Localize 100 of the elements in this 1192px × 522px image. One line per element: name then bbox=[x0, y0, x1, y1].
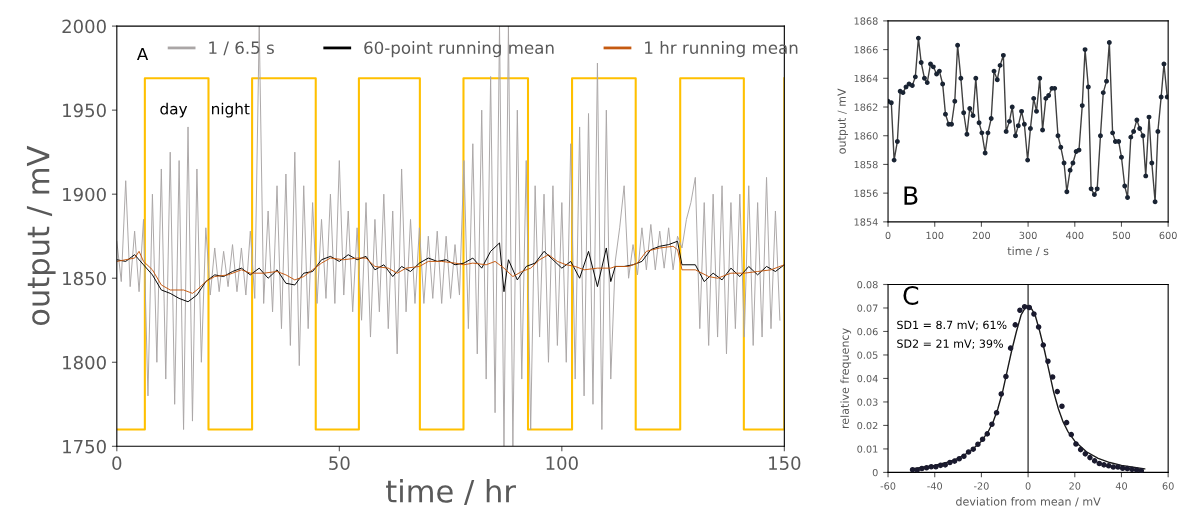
y-tick-label: 1854 bbox=[854, 218, 878, 226]
y-tick-label: 0.07 bbox=[857, 304, 878, 312]
point bbox=[975, 441, 981, 448]
point bbox=[1077, 446, 1084, 453]
point bbox=[914, 467, 920, 473]
y-tick-label: 1800 bbox=[63, 355, 106, 370]
point bbox=[961, 453, 967, 459]
point bbox=[1040, 342, 1047, 348]
y-axis-title: relative frequency bbox=[840, 328, 852, 429]
annotation: SD2 = 21 mV; 39% bbox=[897, 339, 1003, 349]
point bbox=[947, 459, 953, 466]
y-tick-label: 0.04 bbox=[857, 374, 878, 383]
point bbox=[1049, 374, 1056, 380]
point bbox=[937, 462, 944, 469]
x-tick-label: 400 bbox=[1065, 231, 1084, 240]
y-tick-label: 1950 bbox=[63, 103, 106, 118]
y-axis-title: output / mV bbox=[26, 145, 56, 326]
x-axis-title: time / s bbox=[1007, 246, 1049, 257]
x-tick-label: 200 bbox=[972, 231, 991, 240]
x-tick-label: 500 bbox=[1112, 231, 1131, 240]
point bbox=[1003, 373, 1009, 380]
point bbox=[1133, 467, 1140, 473]
line-series bbox=[116, 245, 785, 294]
point bbox=[1068, 431, 1075, 438]
point bbox=[1101, 462, 1107, 468]
point bbox=[993, 409, 1000, 416]
x-tick-label: 40 bbox=[1115, 482, 1128, 490]
point bbox=[1031, 311, 1037, 317]
x-tick-label: 600 bbox=[1159, 231, 1177, 240]
y-tick-label: 0.06 bbox=[857, 327, 878, 336]
annotation: day bbox=[160, 102, 188, 118]
y-tick-label: 0.08 bbox=[857, 280, 878, 289]
point bbox=[1045, 358, 1051, 365]
y-tick-label: 1750 bbox=[63, 439, 106, 454]
y-tick-label: 0.01 bbox=[857, 445, 878, 453]
y-tick-label: 1856 bbox=[854, 189, 878, 197]
point bbox=[942, 462, 949, 468]
point bbox=[1087, 454, 1093, 461]
y-tick-label: 1860 bbox=[854, 132, 878, 140]
point bbox=[909, 467, 916, 473]
y-tick-label: 1862 bbox=[854, 103, 878, 111]
y-tick-label: 1864 bbox=[854, 74, 878, 83]
point bbox=[1073, 441, 1079, 447]
point bbox=[1035, 324, 1042, 330]
point bbox=[1054, 388, 1061, 395]
x-tick-label: -60 bbox=[880, 482, 896, 490]
point bbox=[1012, 322, 1019, 328]
y-tick-label: 0 bbox=[872, 468, 878, 477]
y-tick-label: 1866 bbox=[854, 46, 878, 54]
point bbox=[1026, 304, 1033, 311]
x-tick-label: 0 bbox=[112, 456, 122, 471]
point bbox=[965, 449, 972, 455]
y-axis-title: output / mV bbox=[837, 88, 849, 154]
x-axis-title: deviation from mean / mV bbox=[956, 497, 1101, 507]
annotation: C bbox=[903, 285, 919, 305]
point bbox=[1091, 458, 1098, 464]
annotation: night bbox=[212, 102, 250, 118]
point bbox=[984, 431, 991, 437]
point bbox=[1017, 307, 1023, 314]
legend-label: 1 / 6.5 s bbox=[209, 41, 274, 56]
point bbox=[1138, 467, 1145, 473]
point bbox=[933, 463, 939, 470]
point bbox=[1007, 345, 1014, 351]
x-tick-label: -40 bbox=[927, 482, 943, 490]
point bbox=[1082, 451, 1089, 457]
point bbox=[1021, 304, 1028, 310]
y-tick-label: 1900 bbox=[63, 187, 106, 202]
y-tick-label: 0.03 bbox=[857, 398, 878, 406]
x-axis-title: time / hr bbox=[386, 479, 516, 506]
x-tick-label: 100 bbox=[546, 456, 578, 471]
x-tick-label: 0 bbox=[1025, 482, 1031, 490]
point bbox=[970, 446, 977, 452]
annotation: B bbox=[904, 186, 918, 205]
x-tick-label: 0 bbox=[885, 231, 891, 240]
point bbox=[1129, 466, 1135, 473]
legend-label: 60-point running mean bbox=[364, 41, 554, 58]
x-tick-label: 50 bbox=[329, 456, 350, 471]
annotation: SD1 = 8.7 mV; 61% bbox=[897, 320, 1007, 331]
y-tick-label: 2000 bbox=[62, 19, 106, 34]
x-tick-label: 60 bbox=[1162, 482, 1174, 490]
point bbox=[919, 465, 925, 472]
y-tick-label: 1868 bbox=[854, 17, 878, 25]
point bbox=[1063, 419, 1070, 426]
point bbox=[956, 456, 963, 462]
point bbox=[951, 458, 958, 464]
point bbox=[1110, 464, 1117, 470]
point bbox=[1096, 460, 1103, 467]
point bbox=[923, 464, 930, 471]
y-tick-label: 0.02 bbox=[857, 421, 878, 430]
point bbox=[998, 391, 1005, 397]
point bbox=[1105, 463, 1112, 469]
x-tick-label: 20 bbox=[1069, 482, 1081, 490]
x-tick-label: -20 bbox=[973, 482, 989, 490]
y-tick-label: 1850 bbox=[63, 271, 106, 286]
point bbox=[1115, 464, 1121, 470]
annotation: A bbox=[136, 47, 149, 61]
point bbox=[1059, 403, 1065, 409]
x-tick-label: 100 bbox=[926, 231, 944, 240]
point bbox=[989, 421, 995, 428]
point bbox=[1119, 465, 1126, 471]
